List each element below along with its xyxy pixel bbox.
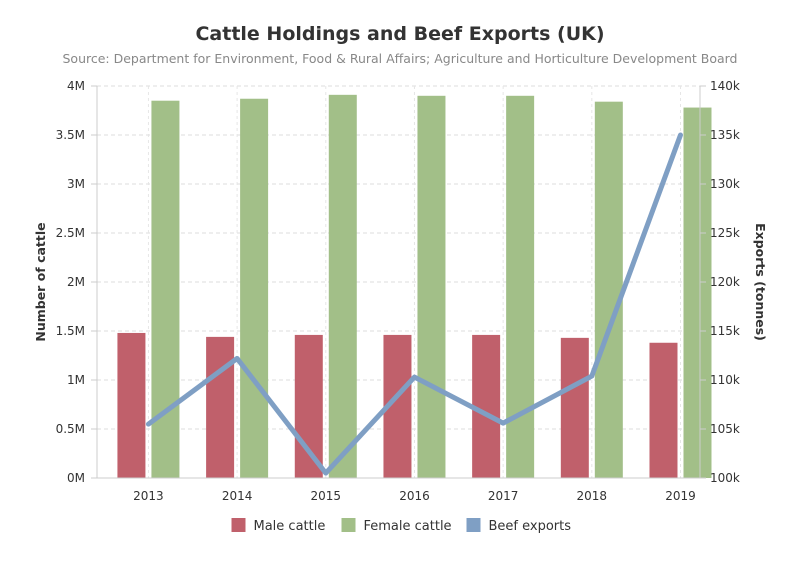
line-point [412, 375, 416, 379]
y-left-axis-title: Number of cattle [33, 222, 48, 341]
legend-item-female-cattle: Female cattle [341, 518, 452, 534]
legend-item-beef-exports: Beef exports [466, 518, 572, 534]
y-right-tick-label: 115k [710, 324, 740, 338]
y-right-tick-label: 100k [710, 471, 740, 485]
y-left-tick-label: 2.5M [56, 226, 85, 240]
chart-title: Cattle Holdings and Beef Exports (UK) [195, 23, 604, 45]
y-left-tick-label: 1.5M [56, 324, 85, 338]
y-right-tick-label: 105k [710, 422, 740, 436]
legend-swatch [341, 518, 356, 532]
bar-male-cattle [649, 342, 678, 478]
x-tick-label: 2019 [665, 489, 696, 503]
line-point [678, 133, 682, 137]
bar-female-cattle [151, 100, 180, 478]
bar-male-cattle [472, 334, 501, 478]
bar-female-cattle [328, 94, 357, 478]
y-left-tick-label: 4M [67, 79, 85, 93]
x-tick-label: 2014 [222, 489, 253, 503]
y-right-axis-title: Exports (tonnes) [753, 223, 768, 341]
legend: Male cattle Female cattle Beef exports [231, 518, 572, 534]
x-tick-label: 2018 [577, 489, 608, 503]
bar-female-cattle [594, 101, 623, 479]
y-left-tick-label: 0M [67, 471, 85, 485]
bar-female-cattle [417, 95, 446, 479]
bar-male-cattle [560, 337, 589, 478]
bar-male-cattle [206, 336, 235, 478]
y-left-tick-label: 3M [67, 177, 85, 191]
bar-female-cattle [683, 107, 712, 478]
bar-male-cattle [294, 334, 323, 478]
y-left-tick-label: 1M [67, 373, 85, 387]
x-tick-label: 2013 [133, 489, 164, 503]
x-tick-label: 2015 [311, 489, 342, 503]
y-right-tick-label: 120k [710, 275, 740, 289]
x-tick-label: 2016 [399, 489, 430, 503]
y-right-tick-label: 135k [710, 128, 740, 142]
legend-label: Female cattle [364, 519, 452, 534]
bar-male-cattle [117, 332, 146, 478]
line-point [590, 374, 594, 378]
y-right-tick-label: 125k [710, 226, 740, 240]
bars-layer [117, 94, 712, 479]
bar-female-cattle [240, 98, 269, 479]
x-tick-label: 2017 [488, 489, 519, 503]
line-layer [145, 132, 683, 476]
y-right-tick-label: 130k [710, 177, 740, 191]
y-right-tick-label: 140k [710, 79, 740, 93]
legend-item-male-cattle: Male cattle [231, 518, 326, 534]
y-left-tick-label: 2M [67, 275, 85, 289]
line-point [324, 471, 328, 475]
legend-swatch [466, 518, 481, 532]
axes-layer: 0M 0.5M 1M 1.5M 2M 2.5M 3M 3.5M 4M 100k 105k 110k 11… [56, 79, 740, 503]
chart-subtitle: Source: Department for Environment, Food… [63, 51, 738, 66]
y-left-tick-label: 3.5M [56, 128, 85, 142]
line-point [501, 421, 505, 425]
y-right-tick-label: 110k [710, 373, 740, 387]
legend-swatch [231, 518, 246, 532]
y-left-tick-label: 0.5M [56, 422, 85, 436]
legend-label: Beef exports [489, 519, 572, 534]
line-point [235, 356, 239, 360]
line-point [146, 422, 150, 426]
legend-label: Male cattle [254, 519, 326, 534]
